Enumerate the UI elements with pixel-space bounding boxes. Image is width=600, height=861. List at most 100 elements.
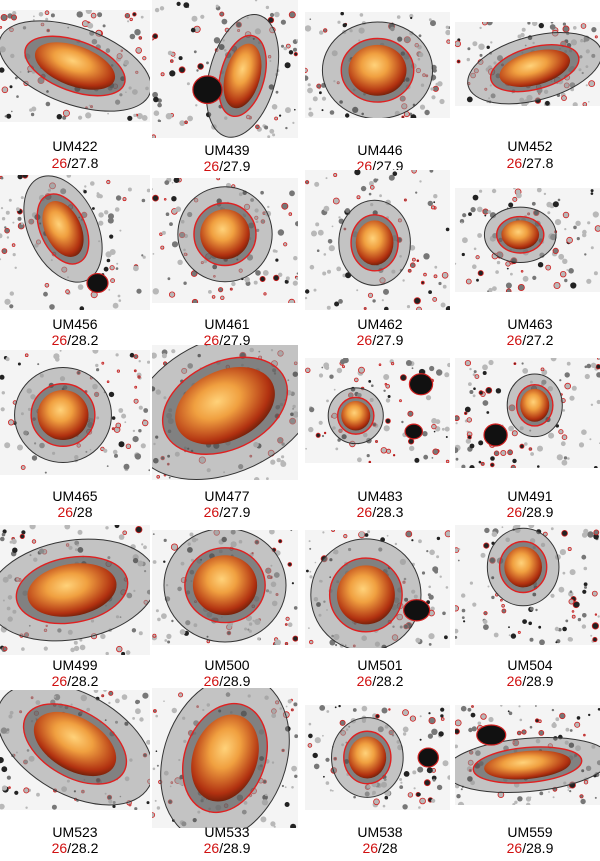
galaxy-name: UM501 (357, 657, 403, 673)
galaxy-image (0, 525, 150, 655)
isophote-levels: 26/27.9 (152, 158, 302, 174)
galaxy-body (348, 736, 387, 779)
galaxy-image (455, 358, 600, 468)
isophote-level-black: /27.2 (522, 332, 554, 348)
isophote-level-black: /28 (73, 504, 93, 520)
galaxy-name: UM422 (52, 138, 98, 154)
isophote-levels: 26/27.8 (0, 155, 150, 171)
isophote-levels: 26/28.9 (152, 840, 302, 856)
galaxy-body (348, 44, 407, 96)
galaxy-name: UM461 (204, 316, 250, 332)
galaxy-image (455, 22, 600, 106)
isophote-levels: 26/28 (0, 504, 150, 520)
galaxy-image (0, 690, 150, 810)
masked-star (402, 599, 431, 622)
galaxy-name: UM491 (507, 488, 553, 504)
masked-star (476, 724, 507, 746)
isophote-levels: 26/28.9 (152, 673, 302, 689)
isophote-level-black: /28.9 (522, 840, 554, 856)
isophote-level-red: 26 (506, 840, 523, 856)
galaxy-image (0, 10, 150, 122)
isophote-level-red: 26 (506, 332, 523, 348)
galaxy-body (223, 43, 262, 109)
galaxy-image (305, 705, 450, 810)
isophote-level-black: /28.2 (372, 673, 404, 689)
galaxy-name: UM483 (357, 488, 403, 504)
galaxy-image (305, 358, 450, 463)
galaxy-body (192, 555, 258, 616)
galaxy-body (520, 388, 550, 422)
galaxy-body (484, 750, 571, 780)
isophote-level-red: 26 (356, 504, 373, 520)
galaxy-name: UM523 (52, 824, 98, 840)
galaxy-image (152, 345, 298, 480)
masked-star (404, 423, 424, 440)
isophote-level-red: 26 (57, 504, 74, 520)
isophote-level-red: 26 (203, 332, 220, 348)
isophote-level-red: 26 (356, 673, 373, 689)
isophote-level-red: 26 (51, 332, 68, 348)
isophote-levels: 26/28 (305, 840, 455, 856)
isophote-levels: 26/28.3 (305, 504, 455, 520)
galaxy-body (501, 220, 540, 250)
isophote-levels: 26/27.8 (455, 155, 600, 171)
galaxy-name: UM462 (357, 316, 403, 332)
galaxy-name: UM500 (204, 657, 250, 673)
isophote-levels: 26/28.2 (0, 673, 150, 689)
masked-star (483, 423, 508, 447)
isophote-level-black: /28.9 (219, 673, 251, 689)
isophote-level-red: 26 (203, 504, 220, 520)
isophote-level-black: /27.8 (67, 155, 99, 171)
isophote-level-red: 26 (51, 155, 68, 171)
isophote-level-red: 26 (362, 840, 379, 856)
isophote-levels: 26/27.9 (152, 504, 302, 520)
isophote-level-black: /28.9 (219, 840, 251, 856)
galaxy-body (336, 565, 395, 625)
isophote-level-black: /28.2 (67, 840, 99, 856)
isophote-level-black: /27.9 (219, 332, 251, 348)
galaxy-image (305, 12, 450, 118)
galaxy-body (341, 401, 371, 431)
isophote-level-black: /28.9 (522, 504, 554, 520)
isophote-levels: 26/28.2 (305, 673, 455, 689)
galaxy-name: UM446 (357, 142, 403, 158)
galaxy-name: UM533 (204, 824, 250, 840)
isophote-level-red: 26 (51, 673, 68, 689)
isophote-level-red: 26 (203, 673, 220, 689)
galaxy-body (34, 42, 116, 90)
masked-star (192, 75, 223, 105)
galaxy-image (305, 530, 450, 648)
galaxy-image (152, 0, 298, 138)
galaxy-body (175, 366, 275, 445)
isophote-levels: 26/28.9 (455, 504, 600, 520)
galaxy-body (200, 209, 250, 260)
isophote-level-black: /28.3 (372, 504, 404, 520)
galaxy-body (504, 546, 542, 588)
isophote-level-black: /27.8 (522, 155, 554, 171)
isophote-level-red: 26 (51, 840, 68, 856)
galaxy-name: UM456 (52, 316, 98, 332)
isophote-level-red: 26 (203, 840, 220, 856)
isophote-level-black: /28 (378, 840, 398, 856)
galaxy-body (27, 563, 117, 617)
galaxy-name: UM499 (52, 657, 98, 673)
galaxy-name: UM452 (507, 138, 553, 154)
galaxy-image (152, 530, 298, 645)
galaxy-body (355, 220, 394, 266)
galaxy-name: UM477 (204, 488, 250, 504)
galaxy-name: UM559 (507, 824, 553, 840)
isophote-level-red: 26 (506, 504, 523, 520)
galaxy-body (42, 201, 84, 257)
isophote-levels: 26/27.2 (455, 332, 600, 348)
galaxy-image (152, 178, 298, 303)
galaxy-image (0, 175, 150, 310)
isophote-levels: 26/28.9 (455, 840, 600, 856)
galaxy-image (455, 705, 600, 805)
isophote-levels: 26/28.2 (0, 332, 150, 348)
galaxy-name: UM504 (507, 657, 553, 673)
galaxy-name: UM538 (357, 824, 403, 840)
isophote-levels: 26/28.2 (0, 840, 150, 856)
galaxy-image (305, 170, 450, 310)
isophote-level-red: 26 (356, 332, 373, 348)
isophote-level-black: /28.2 (67, 673, 99, 689)
